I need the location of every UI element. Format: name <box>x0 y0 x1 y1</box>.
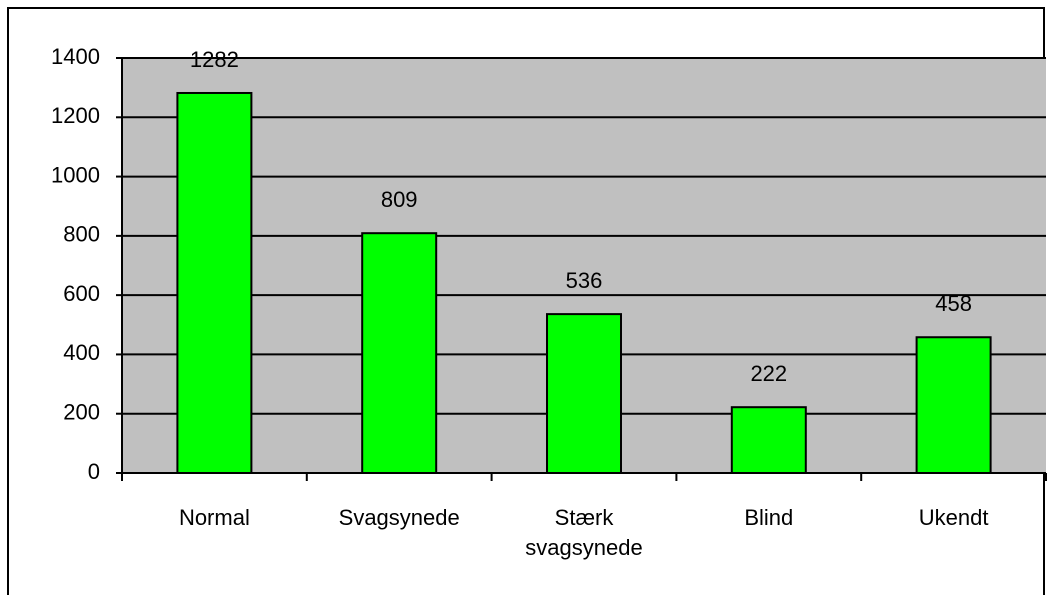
x-tick-label: Ukendt <box>918 505 989 530</box>
data-label: 222 <box>750 361 787 386</box>
y-tick-label: 1200 <box>51 103 100 128</box>
bar <box>730 406 807 475</box>
y-tick-label: 200 <box>63 400 100 425</box>
bar <box>546 313 622 474</box>
y-tick-label: 1000 <box>51 162 100 187</box>
data-label: 1282 <box>190 47 239 72</box>
x-tick-label: Svagsynede <box>338 505 460 530</box>
data-label: 809 <box>381 187 418 212</box>
x-tick-label: Blind <box>744 505 794 530</box>
y-tick-label: 0 <box>88 459 100 484</box>
x-tick-label: Normal <box>178 505 250 530</box>
bar <box>361 232 438 474</box>
data-label: 458 <box>935 291 972 316</box>
bar <box>915 336 992 474</box>
y-tick-label: 800 <box>63 222 100 247</box>
bar <box>176 91 253 474</box>
x-tick-label: Stærk svagsynede <box>525 505 643 560</box>
data-label: 536 <box>566 268 603 293</box>
y-tick-label: 400 <box>63 340 100 365</box>
y-tick-label: 600 <box>63 281 100 306</box>
y-tick-label: 1400 <box>51 44 100 69</box>
